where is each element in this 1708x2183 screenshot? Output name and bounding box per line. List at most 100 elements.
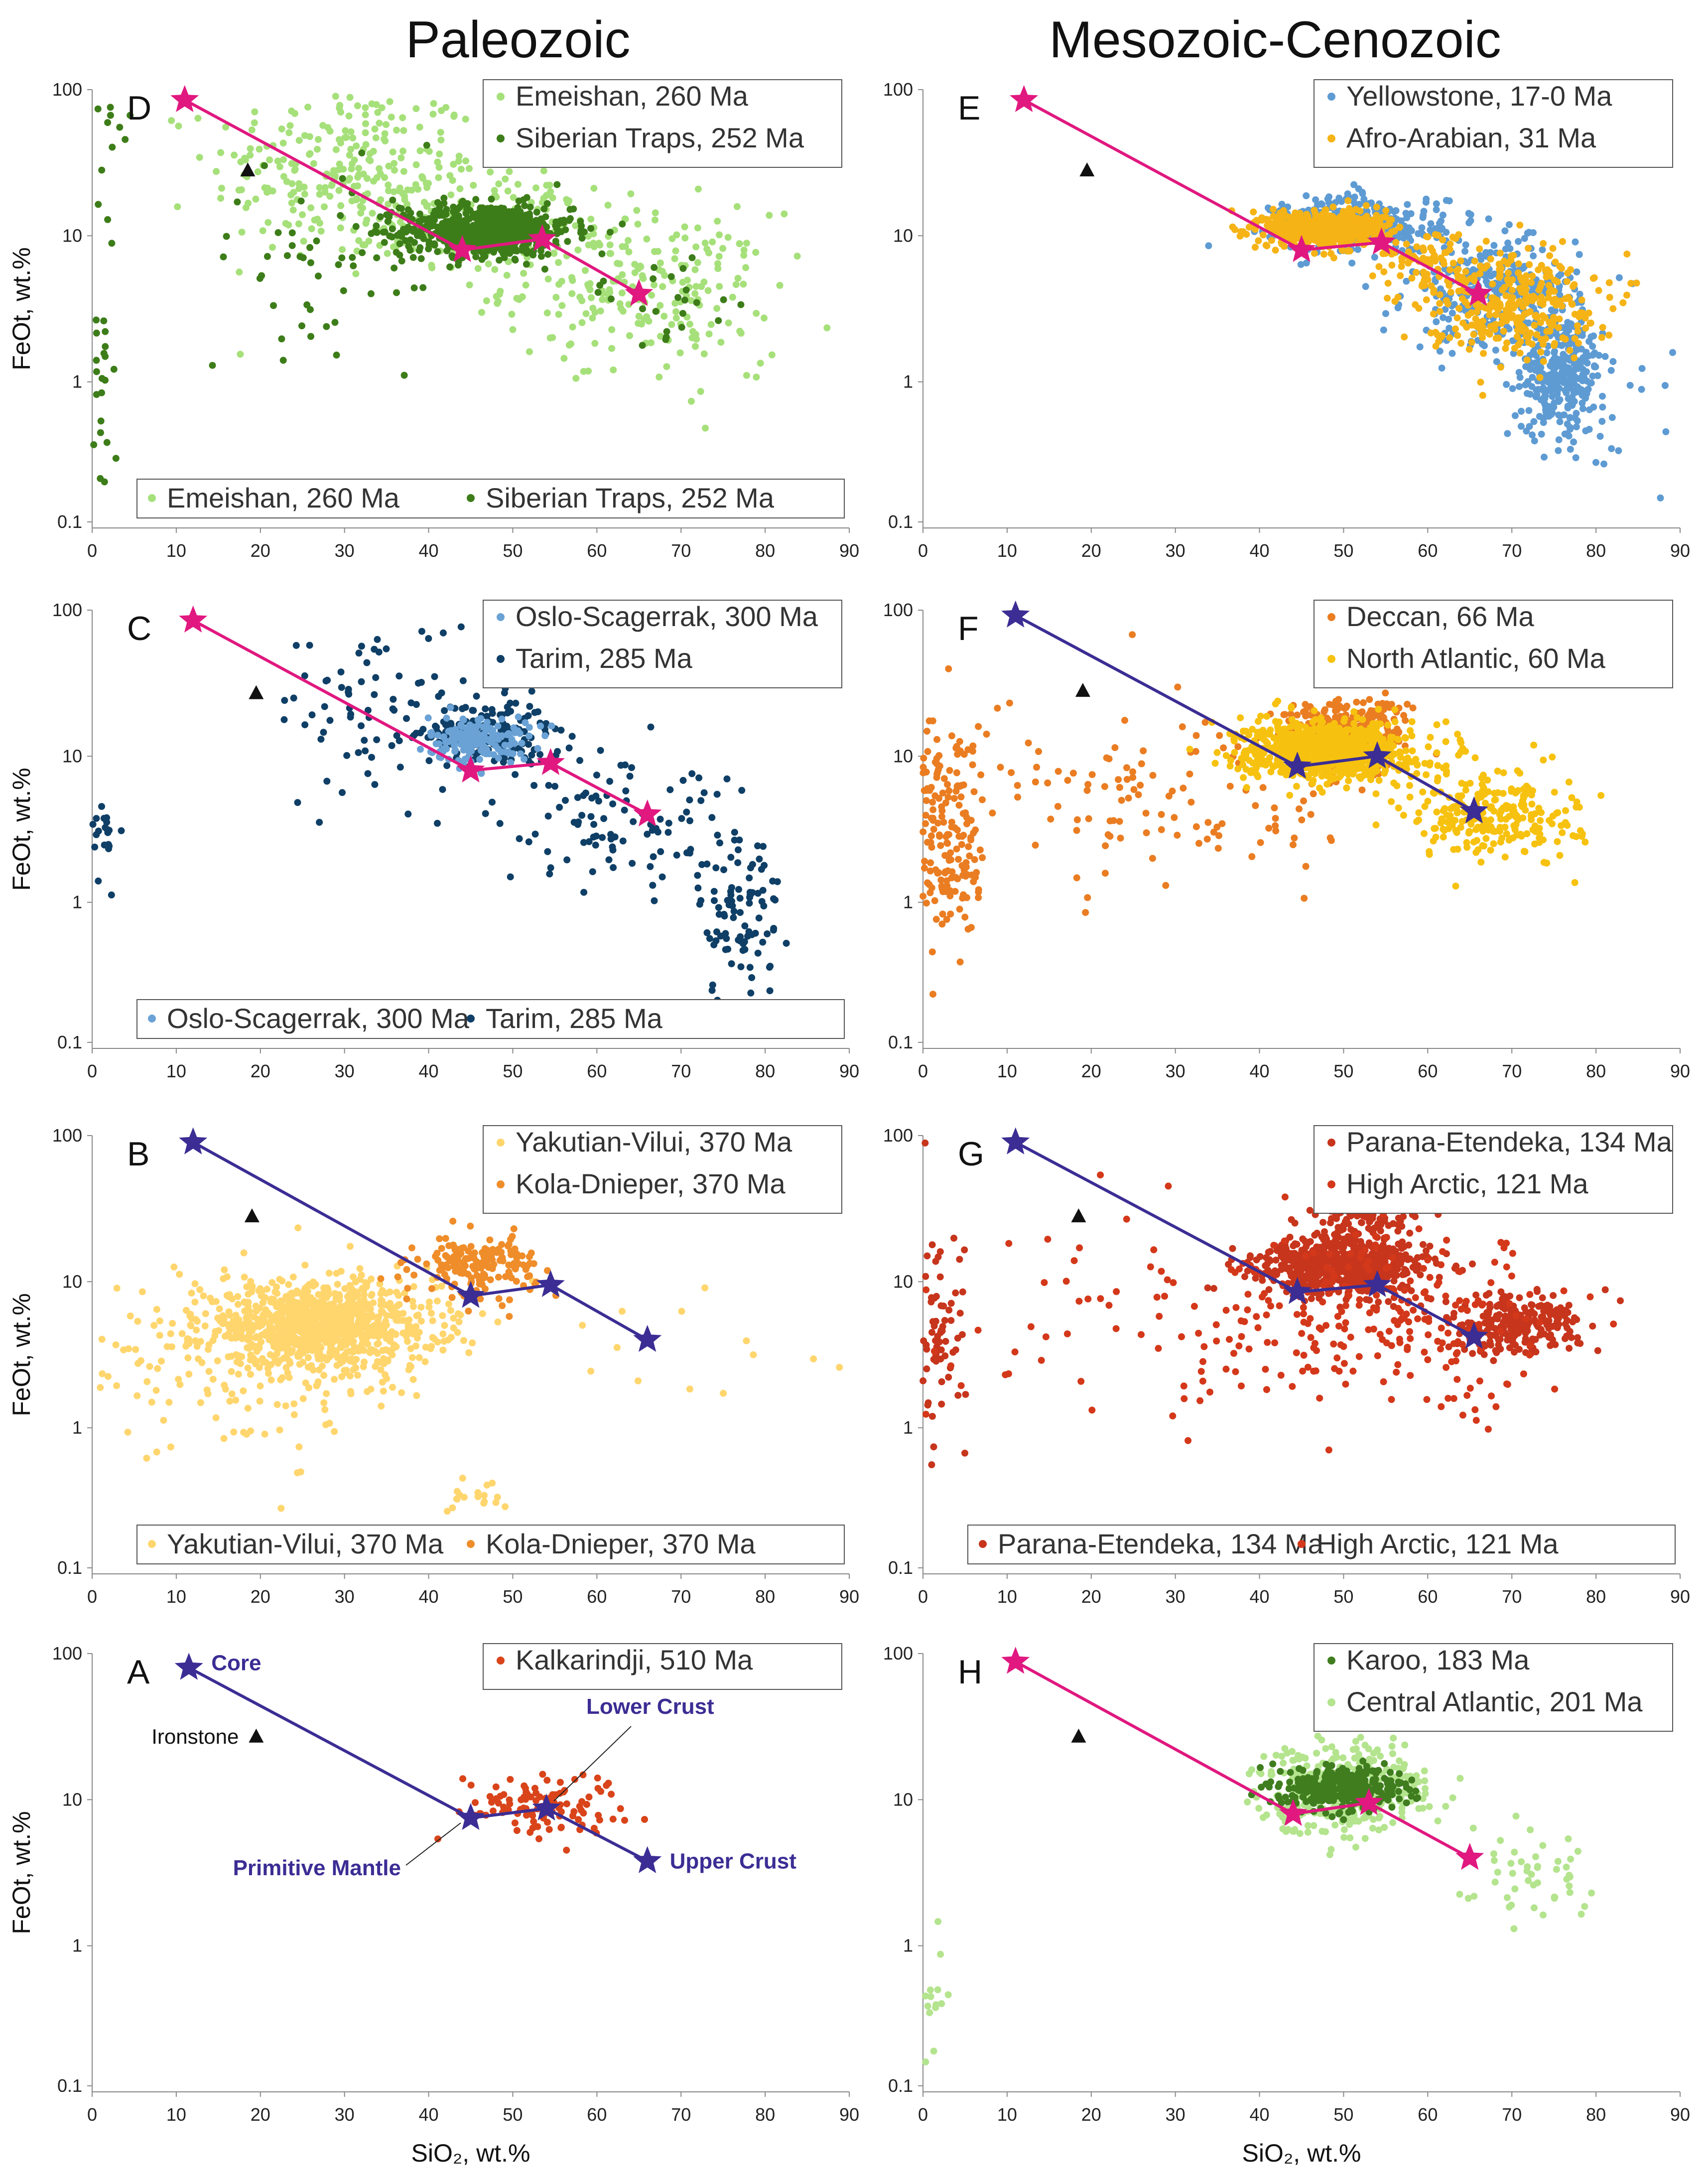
scatter-point (527, 1249, 535, 1257)
scatter-point (237, 351, 244, 358)
scatter-point (301, 190, 308, 198)
scatter-point (1599, 392, 1606, 400)
scatter-point (273, 1401, 281, 1408)
scatter-point (584, 281, 592, 288)
legend-marker (467, 1540, 475, 1548)
scatter-point (640, 275, 647, 282)
scatter-point (440, 194, 448, 202)
scatter-point (282, 1402, 289, 1410)
scatter-point (1516, 383, 1523, 390)
scatter-point (695, 774, 703, 781)
scatter-point (336, 160, 343, 168)
scatter-point (247, 1356, 254, 1364)
scatter-point (462, 157, 470, 165)
scatter-point (576, 757, 583, 764)
scatter-point (288, 229, 296, 237)
scatter-point (537, 253, 545, 260)
scatter-point (234, 1300, 242, 1308)
scatter-point (697, 387, 704, 395)
scatter-point (405, 1366, 412, 1374)
scatter-point (502, 175, 509, 183)
scatter-point (606, 241, 614, 249)
scatter-point (378, 104, 386, 112)
scatter-point (692, 243, 700, 251)
scatter-point (143, 1454, 150, 1462)
scatter-point (565, 341, 573, 349)
scatter-point (430, 100, 437, 107)
scatter-point (563, 856, 571, 864)
scatter-point (187, 1322, 195, 1329)
scatter-point (527, 1793, 534, 1800)
scatter-point (1601, 353, 1609, 360)
scatter-point (519, 293, 526, 300)
x-tick-label: 30 (335, 1586, 355, 1607)
scatter-point (455, 1318, 463, 1325)
scatter-point (241, 1274, 248, 1281)
scatter-point (359, 1306, 367, 1313)
scatter-point (526, 724, 533, 731)
scatter-point (647, 863, 654, 870)
scatter-point (358, 678, 365, 685)
scatter-point (473, 1272, 481, 1279)
scatter-point (345, 112, 353, 120)
scatter-point (735, 846, 742, 854)
scatter-point (1311, 250, 1318, 257)
scatter-point (501, 689, 508, 697)
scatter-point (711, 897, 718, 904)
y-tick-label: 10 (62, 225, 82, 246)
scatter-point (487, 739, 495, 746)
y-tick-label: 0.1 (57, 1032, 82, 1052)
scatter-point (705, 330, 713, 338)
scatter-point (97, 475, 104, 482)
y-tick-label: 10 (62, 746, 82, 766)
scatter-point (474, 731, 482, 738)
scatter-point (372, 228, 379, 235)
scatter-point (435, 174, 442, 181)
scatter-point (167, 1443, 174, 1451)
scatter-point (373, 254, 381, 261)
scatter-point (175, 123, 182, 130)
scatter-point (301, 1262, 309, 1269)
scatter-point (417, 217, 425, 224)
scatter-point (679, 265, 687, 272)
scatter-point (337, 668, 345, 676)
scatter-point (757, 360, 764, 367)
scatter-point (316, 184, 323, 191)
scatter-point (1571, 367, 1578, 374)
scatter-point (1551, 348, 1558, 355)
scatter-point (461, 1256, 469, 1264)
scatter-point (98, 803, 105, 810)
scatter-point (505, 222, 512, 229)
scatter-point (405, 243, 412, 250)
scatter-point (285, 1374, 293, 1381)
scatter-point (323, 323, 330, 330)
scatter-point (148, 1399, 155, 1406)
scatter-point (1589, 373, 1596, 380)
scatter-point (518, 740, 526, 747)
scatter-point (578, 297, 586, 304)
scatter-point (202, 1310, 209, 1317)
scatter-point (587, 813, 595, 820)
scatter-point (528, 687, 535, 695)
legend-marker (148, 494, 156, 502)
legend-marker (467, 494, 475, 502)
scatter-point (225, 1293, 232, 1300)
scatter-point (1576, 251, 1583, 258)
scatter-point (295, 1443, 303, 1450)
scatter-point (217, 195, 225, 202)
scatter-point (359, 241, 367, 249)
scatter-point (399, 147, 406, 155)
x-tick-label: 50 (503, 2104, 523, 2125)
scatter-point (93, 368, 100, 376)
scatter-point (339, 1321, 347, 1328)
scatter-point (657, 333, 664, 340)
scatter-point (306, 1328, 313, 1335)
scatter-point (598, 250, 606, 257)
scatter-point (449, 1217, 457, 1225)
scatter-point (1573, 409, 1580, 417)
scatter-point (90, 441, 98, 448)
scatter-point (607, 295, 615, 303)
scatter-point (403, 1295, 410, 1302)
scatter-point (697, 897, 705, 904)
scatter-point (267, 1361, 275, 1368)
